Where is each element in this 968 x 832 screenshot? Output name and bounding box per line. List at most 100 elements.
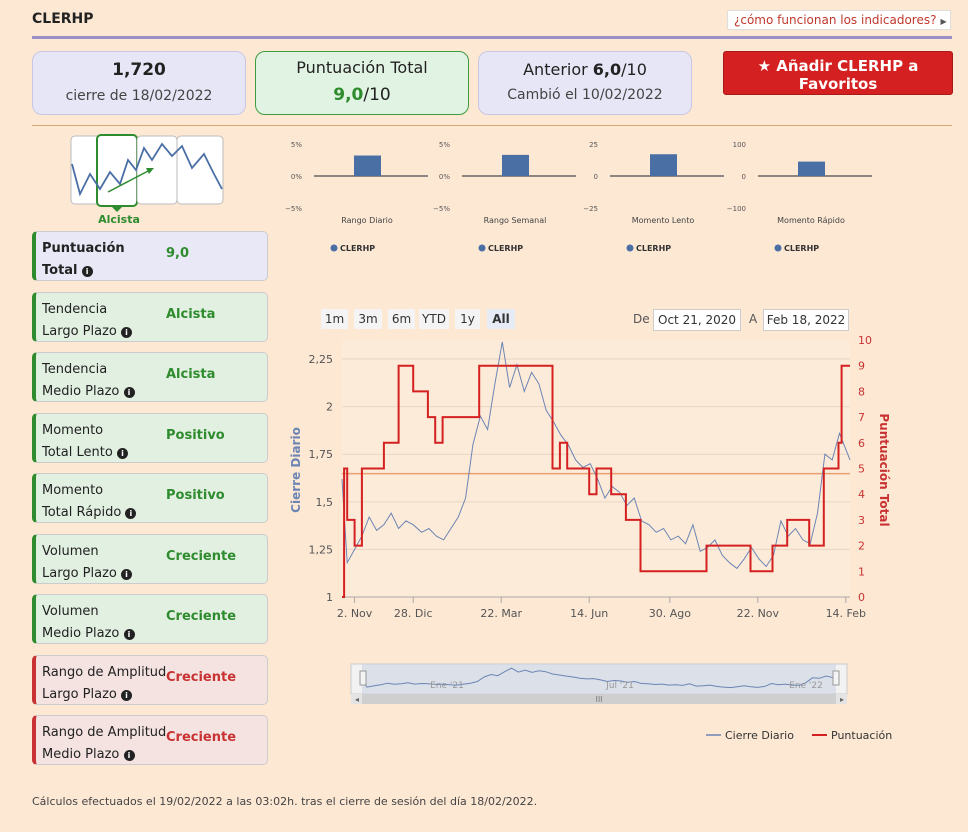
range-button-3m[interactable]: 3m [354, 309, 382, 329]
info-icon[interactable]: i [123, 387, 135, 398]
indicator-label-line2: Medio Plazo [42, 747, 120, 762]
add-favorite-button[interactable]: ★ Añadir CLERHP a Favoritos [723, 51, 953, 95]
mini-legend-label: CLERHP [488, 244, 523, 253]
trend-widget: Alcista [70, 134, 224, 226]
indicator-row: Puntuación Total i 9,0 [32, 231, 268, 281]
navigator[interactable] [350, 663, 848, 695]
star-icon: ★ [757, 57, 772, 75]
y2-tick-label: 6 [858, 437, 865, 450]
scroll-right-icon[interactable]: ▸ [840, 695, 844, 704]
indicator-row: Tendencia Medio Plazo i Alcista [32, 352, 268, 402]
info-icon[interactable]: i [121, 568, 132, 580]
info-icon[interactable]: i [123, 629, 135, 640]
indicator-label-line1: Puntuación [42, 241, 125, 256]
info-icon[interactable]: i [81, 266, 93, 277]
mini-y-tick: 5% [439, 141, 450, 149]
section-divider [32, 125, 952, 126]
indicator-value: 9,0 [166, 246, 190, 261]
legend-label-cierre-diario[interactable]: Cierre Diario [725, 729, 794, 742]
mini-bar [354, 155, 381, 176]
mini-y-tick: −5% [285, 205, 302, 213]
range-button-ytd[interactable]: YTD [419, 309, 449, 329]
y2-tick-label: 0 [858, 591, 865, 604]
indicator-label-line1: Volumen [42, 604, 99, 619]
info-icon[interactable]: i [116, 447, 128, 459]
indicator-value: Creciente [166, 548, 237, 564]
mini-chart: 25 0 −25 Momento Lento CLERHP [583, 141, 724, 253]
mini-y-tick: −100 [727, 205, 746, 213]
mini-y-tick: −5% [433, 205, 450, 213]
navigator-series [361, 667, 837, 689]
total-score-out-of: /10 [363, 85, 391, 105]
y2-axis-title: Puntuación Total [877, 413, 891, 526]
mini-x-label: Momento Lento [632, 216, 695, 225]
indicator-label-line1: Volumen [42, 543, 99, 559]
previous-label: Anterior [523, 60, 588, 79]
navigator-left-handle[interactable] [359, 670, 367, 686]
indicator-label-line1: Tendencia [42, 301, 108, 317]
indicator-label-line2: Largo Plazo [42, 686, 117, 702]
mini-legend-label: CLERHP [784, 244, 819, 253]
to-label: A [749, 312, 758, 326]
mini-y-tick: 5% [291, 141, 302, 149]
trend-panel-sideways [136, 135, 178, 205]
indicator-label-line2: Medio Plazo [42, 626, 120, 641]
info-icon[interactable]: i [121, 326, 132, 338]
indicator-label: Volumen Medio Plazo i [42, 601, 135, 645]
y2-tick-label: 4 [858, 488, 865, 501]
scroll-left-icon[interactable]: ◂ [355, 695, 359, 704]
footnote: Cálculos efectuados el 19/02/2022 a las … [32, 795, 538, 808]
range-button-all[interactable]: All [487, 309, 515, 329]
scrollbar-thumb[interactable] [362, 694, 836, 704]
info-icon[interactable]: i [123, 750, 135, 761]
previous-score-out-of: /10 [621, 60, 647, 79]
indicator-value: Alcista [166, 367, 216, 382]
info-icon[interactable]: i [125, 508, 137, 519]
info-icon[interactable]: i [121, 689, 132, 701]
y2-tick-label: 7 [858, 411, 865, 424]
indicator-label-line1: Momento [42, 422, 104, 438]
help-link[interactable]: ¿cómo funcionan los indicadores? ▶ [727, 10, 951, 30]
indicator-row: Momento Total Lento i Positivo [32, 412, 268, 463]
legend-label-puntuacion[interactable]: Puntuación [831, 729, 892, 742]
y2-tick-label: 9 [858, 360, 865, 373]
trend-panel-down [176, 135, 224, 205]
mini-bar [798, 161, 825, 176]
y-tick-label: 2,25 [309, 353, 334, 366]
indicator-label: Rango de Amplitud Largo Plazo i [42, 662, 166, 706]
mini-y-tick: 25 [589, 141, 598, 149]
y-axis-title: Cierre Diario [289, 427, 303, 513]
price-value: 1,720 [112, 60, 166, 80]
trend-panel-bullish [96, 134, 138, 207]
series-line-cierre-diario [341, 341, 851, 570]
x-tick-label: 14. Jun [570, 607, 608, 620]
previous-caption: Cambió el 10/02/2022 [507, 87, 663, 103]
navigator-right-handle[interactable] [832, 670, 840, 686]
trend-label: Alcista [98, 213, 140, 226]
y2-tick-label: 10 [858, 334, 872, 347]
to-date-input[interactable]: Feb 18, 2022 [763, 309, 849, 331]
y-tick-label: 2 [326, 401, 333, 414]
navigator-tick-label: Ene '21 [430, 681, 464, 691]
y2-tick-label: 3 [858, 514, 865, 527]
range-button-1y[interactable]: 1y [455, 309, 480, 329]
indicator-label-line2: Total Lento [42, 444, 113, 460]
mini-y-tick: 0% [439, 173, 450, 181]
y-tick-label: 1 [326, 591, 333, 604]
mini-y-tick: 0% [291, 173, 302, 181]
y2-tick-label: 5 [858, 463, 865, 476]
y-tick-label: 1,5 [316, 496, 334, 509]
mini-x-label: Rango Semanal [484, 216, 547, 225]
help-link-label: ¿cómo funcionan los indicadores? [734, 13, 937, 27]
indicator-value: Positivo [166, 427, 225, 443]
range-button-6m[interactable]: 6m [388, 309, 415, 329]
navigator-scrollbar[interactable] [351, 694, 847, 704]
from-date-input[interactable]: Oct 21, 2020 [653, 309, 741, 331]
grip-icon: III [595, 695, 602, 704]
navigator-selection[interactable] [362, 664, 836, 694]
mini-bar [650, 154, 677, 176]
mini-chart: 5% 0% −5% Rango Diario CLERHP [285, 141, 428, 253]
trend-pointer [111, 206, 123, 212]
mini-legend-label: CLERHP [636, 244, 671, 253]
range-button-1m[interactable]: 1m [321, 309, 348, 329]
